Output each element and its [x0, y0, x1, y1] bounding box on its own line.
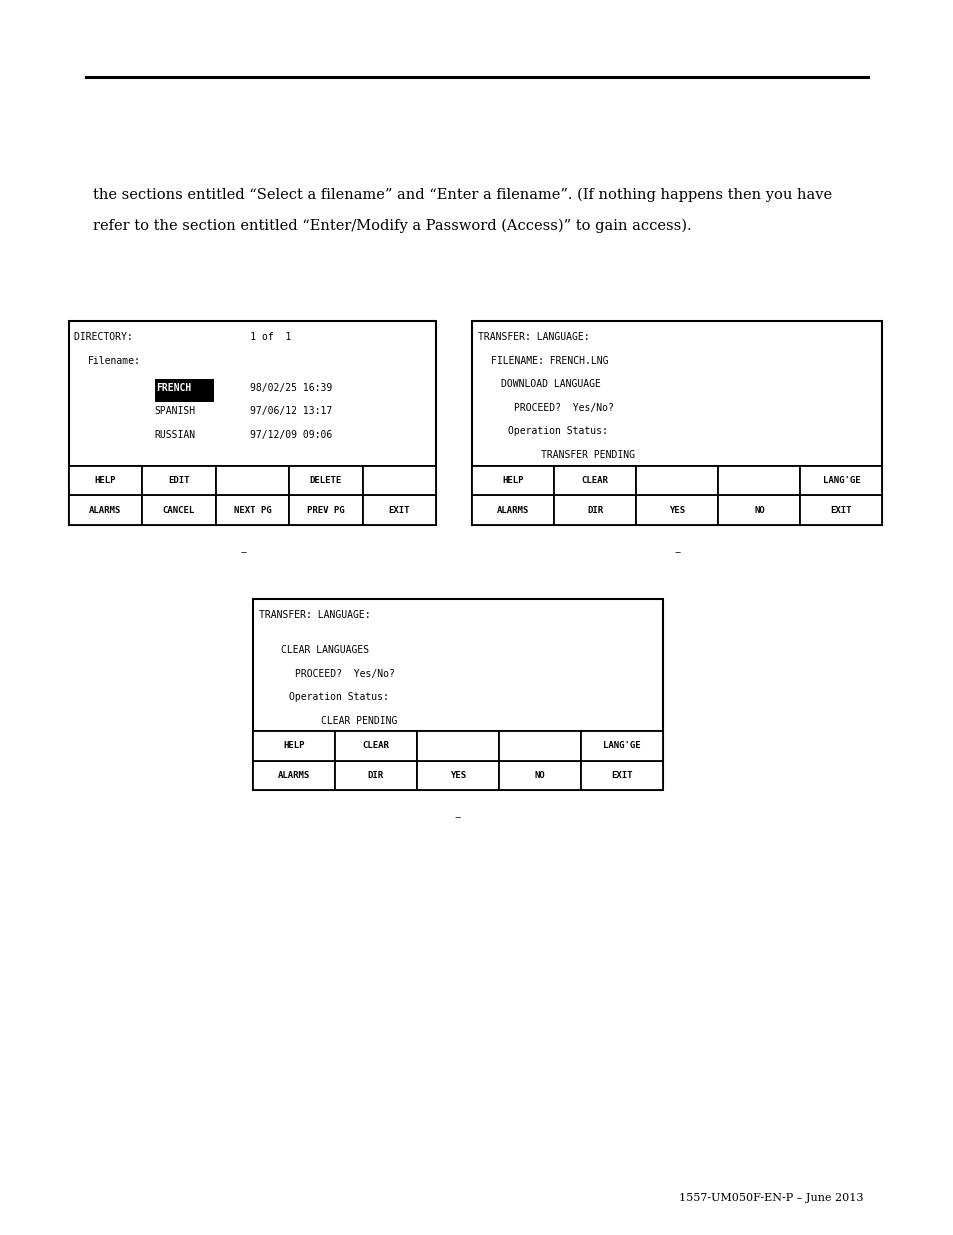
- Bar: [215, 495, 289, 525]
- Bar: [69, 321, 436, 525]
- Bar: [289, 495, 362, 525]
- Bar: [335, 731, 416, 761]
- Text: the sections entitled “Select a filename” and “Enter a filename”. (If nothing ha: the sections entitled “Select a filename…: [93, 188, 832, 203]
- Text: ALARMS: ALARMS: [277, 771, 310, 781]
- Text: HELP: HELP: [94, 475, 116, 485]
- Text: NO: NO: [534, 771, 545, 781]
- Text: CLEAR: CLEAR: [362, 741, 389, 751]
- Text: 1557-UM050F-EN-P – June 2013: 1557-UM050F-EN-P – June 2013: [679, 1193, 862, 1203]
- Text: DIR: DIR: [587, 505, 602, 515]
- Bar: [69, 495, 142, 525]
- Text: 98/02/25 16:39: 98/02/25 16:39: [250, 383, 332, 393]
- Text: DELETE: DELETE: [310, 475, 341, 485]
- Bar: [472, 466, 554, 495]
- Bar: [215, 466, 289, 495]
- Text: Filename:: Filename:: [88, 356, 140, 366]
- Bar: [498, 761, 580, 790]
- Bar: [498, 731, 580, 761]
- Bar: [253, 599, 662, 790]
- Bar: [253, 761, 335, 790]
- Bar: [472, 321, 882, 525]
- Bar: [289, 466, 362, 495]
- Text: ALARMS: ALARMS: [90, 505, 121, 515]
- Bar: [636, 466, 718, 495]
- Bar: [718, 495, 800, 525]
- Text: refer to the section entitled “Enter/Modify a Password (Access)” to gain access): refer to the section entitled “Enter/Mod…: [93, 219, 691, 233]
- Text: –: –: [674, 546, 679, 559]
- Bar: [416, 731, 498, 761]
- Bar: [800, 466, 882, 495]
- Bar: [142, 466, 215, 495]
- Bar: [800, 495, 882, 525]
- Text: PROCEED?  Yes/No?: PROCEED? Yes/No?: [514, 403, 614, 412]
- Text: FRENCH: FRENCH: [156, 383, 192, 393]
- Bar: [416, 761, 498, 790]
- Bar: [554, 466, 636, 495]
- Bar: [362, 466, 436, 495]
- Text: DIR: DIR: [368, 771, 383, 781]
- Bar: [142, 495, 215, 525]
- Text: NEXT PG: NEXT PG: [233, 505, 271, 515]
- Text: TRANSFER: LANGUAGE:: TRANSFER: LANGUAGE:: [258, 610, 370, 620]
- Bar: [69, 466, 142, 495]
- Bar: [580, 761, 662, 790]
- Text: Operation Status:: Operation Status:: [289, 692, 389, 703]
- Text: HELP: HELP: [502, 475, 523, 485]
- Text: HELP: HELP: [283, 741, 304, 751]
- Text: TRANSFER PENDING: TRANSFER PENDING: [540, 450, 635, 459]
- Text: –: –: [240, 546, 246, 559]
- Text: NO: NO: [753, 505, 764, 515]
- Text: RUSSIAN: RUSSIAN: [154, 430, 195, 440]
- Text: 97/12/09 09:06: 97/12/09 09:06: [250, 430, 332, 440]
- Bar: [472, 495, 554, 525]
- Text: EXIT: EXIT: [611, 771, 632, 781]
- Text: EDIT: EDIT: [168, 475, 190, 485]
- Bar: [253, 731, 335, 761]
- Text: Operation Status:: Operation Status:: [508, 426, 608, 436]
- Bar: [636, 495, 718, 525]
- Text: YES: YES: [450, 771, 465, 781]
- Text: CLEAR LANGUAGES: CLEAR LANGUAGES: [281, 645, 369, 656]
- Bar: [718, 466, 800, 495]
- Text: 97/06/12 13:17: 97/06/12 13:17: [250, 406, 332, 416]
- Text: DOWNLOAD LANGUAGE: DOWNLOAD LANGUAGE: [500, 379, 600, 389]
- Text: CLEAR: CLEAR: [581, 475, 608, 485]
- Text: EXIT: EXIT: [830, 505, 851, 515]
- Text: ALARMS: ALARMS: [497, 505, 529, 515]
- Text: PREV PG: PREV PG: [307, 505, 344, 515]
- Text: CANCEL: CANCEL: [163, 505, 194, 515]
- Bar: [154, 379, 213, 401]
- Text: SPANISH: SPANISH: [154, 406, 195, 416]
- Text: PROCEED?  Yes/No?: PROCEED? Yes/No?: [294, 669, 395, 679]
- Text: LANG'GE: LANG'GE: [602, 741, 640, 751]
- Bar: [580, 731, 662, 761]
- Text: LANG'GE: LANG'GE: [821, 475, 860, 485]
- Text: TRANSFER: LANGUAGE:: TRANSFER: LANGUAGE:: [477, 332, 589, 342]
- Text: CLEAR PENDING: CLEAR PENDING: [321, 716, 397, 726]
- Bar: [554, 495, 636, 525]
- Text: FILENAME: FRENCH.LNG: FILENAME: FRENCH.LNG: [491, 356, 608, 366]
- Bar: [335, 761, 416, 790]
- Text: YES: YES: [669, 505, 684, 515]
- Text: –: –: [455, 811, 460, 825]
- Bar: [362, 495, 436, 525]
- Text: EXIT: EXIT: [388, 505, 410, 515]
- Text: DIRECTORY:                    1 of  1: DIRECTORY: 1 of 1: [74, 332, 292, 342]
